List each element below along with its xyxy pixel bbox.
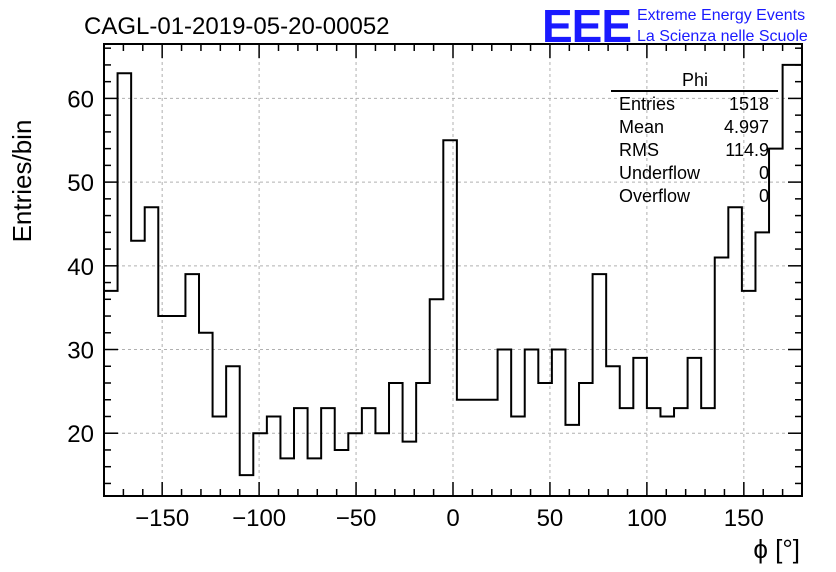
stats-row-value: 114.9 [725,140,769,160]
x-axis: −150 −100 −50 0 50 100 150 [103,44,803,532]
eee-logo: EEE Extreme Energy Events La Scienza nel… [542,0,808,52]
y-axis: 20 30 40 50 60 [67,47,802,485]
x-axis-title: ϕ [°] [753,534,800,564]
stats-row-label: Underflow [619,163,701,183]
stats-box-title: Phi [682,70,708,90]
x-tick-label: 100 [627,505,667,532]
x-tick-label: −50 [336,505,377,532]
stats-row-label: Entries [619,94,675,114]
y-tick-label: 30 [67,338,94,365]
chart-title: CAGL-01-2019-05-20-00052 [84,13,390,40]
stats-row-label: Mean [619,117,664,137]
stats-box: Phi Entries 1518 Mean 4.997 RMS 114.9 Underflo… [611,70,778,206]
x-tick-label: 50 [537,505,564,532]
stats-row-value: 0 [759,186,769,206]
x-tick-label: −100 [232,505,286,532]
series-outline [103,63,802,496]
x-tick-label: 150 [724,505,764,532]
x-tick-label: 0 [446,505,459,532]
grid-lines [104,44,802,496]
y-tick-label: 20 [67,421,94,448]
y-tick-label: 40 [67,254,94,281]
stats-row-value: 4.997 [724,117,769,137]
y-tick-label: 60 [67,86,94,113]
stats-row-value: 1518 [729,94,769,114]
stats-row-value: 0 [759,163,769,183]
y-tick-label: 50 [67,170,94,197]
logo-line-1: Extreme Energy Events [637,7,805,24]
stats-row-label: RMS [619,140,659,160]
stats-row-label: Overflow [619,186,691,206]
y-axis-title: Entries/bin [7,120,37,243]
logo-line-2: La Scienza nelle Scuole [637,28,808,45]
x-tick-label: −150 [135,505,189,532]
histogram-series [103,63,802,496]
